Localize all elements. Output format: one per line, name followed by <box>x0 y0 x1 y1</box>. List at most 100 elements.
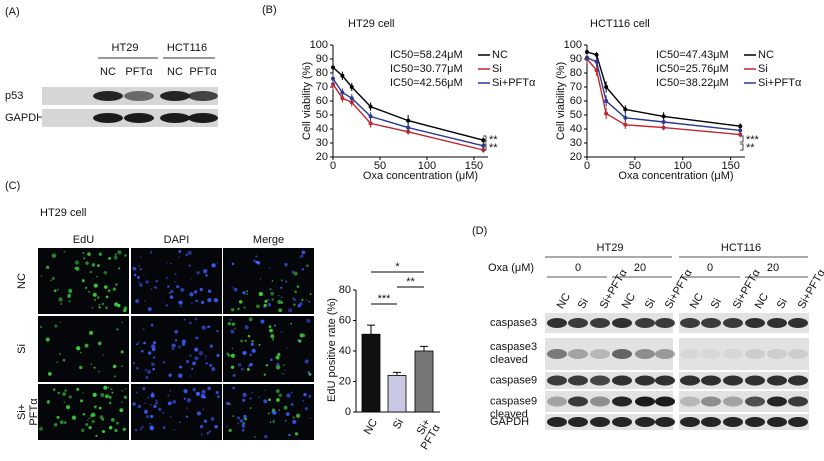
cell-dot <box>285 412 290 417</box>
data-point <box>604 99 609 103</box>
data-point <box>481 138 486 143</box>
cell-dot <box>242 351 247 356</box>
cell-dot <box>171 343 176 348</box>
cell-dot <box>134 428 138 432</box>
cell-dot <box>162 426 166 429</box>
cell-dot <box>243 306 246 309</box>
cell-dot <box>68 300 71 303</box>
blot-band <box>568 375 588 386</box>
cell-dot <box>286 347 288 349</box>
cell-dot <box>247 334 251 338</box>
blot-band <box>612 318 632 328</box>
cell-dot <box>145 415 149 419</box>
cell-dot <box>85 261 89 265</box>
column-label: Merge <box>253 234 284 246</box>
cell-dot <box>194 317 198 321</box>
data-point <box>585 55 589 60</box>
blot-band <box>124 113 154 123</box>
series-line <box>586 58 741 136</box>
blot-band <box>547 349 567 359</box>
cell-dot <box>210 416 215 421</box>
cell-dot <box>241 428 245 432</box>
cell-dot <box>290 402 294 406</box>
cell-dot <box>187 250 192 255</box>
blot-band <box>680 349 700 359</box>
cell-dot <box>296 285 300 288</box>
cell-dot <box>178 373 183 378</box>
cell-dot <box>249 353 253 357</box>
cell-dot <box>82 252 85 254</box>
blot-membrane <box>679 313 809 333</box>
cell-dot <box>232 415 235 418</box>
cell-dot <box>231 347 234 350</box>
cell-dot <box>283 405 288 410</box>
data-point <box>623 122 628 127</box>
cell-dot <box>111 391 114 394</box>
blot-band <box>568 318 588 328</box>
legend-label: Si+PFTα <box>492 77 536 89</box>
cell-dot <box>139 268 142 271</box>
cell-dot <box>93 283 98 288</box>
cell-dot <box>307 370 311 374</box>
blot-band <box>745 417 765 427</box>
blot-row-label: caspase9 <box>490 374 537 386</box>
cell-dot <box>199 424 204 429</box>
cell-dot <box>57 391 60 395</box>
cell-dot <box>46 265 50 269</box>
data-point <box>340 96 345 101</box>
cell-dot <box>89 330 94 335</box>
blot-band <box>635 318 655 328</box>
cell-dot <box>269 288 272 290</box>
cell-dot <box>207 298 212 303</box>
cell-dot <box>79 365 83 370</box>
blot-band <box>723 417 743 427</box>
cell-dot <box>82 412 86 416</box>
cell-dot <box>211 263 216 268</box>
cell-dot <box>40 275 43 277</box>
cell-dot <box>87 252 91 256</box>
cell-dot <box>267 412 270 415</box>
blot-band <box>547 318 567 328</box>
cell-dot <box>144 409 148 414</box>
blot-band <box>547 417 567 427</box>
significance: * <box>395 261 400 273</box>
data-point <box>623 115 628 120</box>
data-point <box>349 85 354 89</box>
cell-dot <box>186 398 192 403</box>
cell-dot <box>94 299 97 301</box>
cell-dot <box>244 417 248 421</box>
blot-band <box>124 91 154 101</box>
series-line <box>332 83 484 151</box>
blot-band <box>547 375 567 386</box>
cell-dot <box>242 392 247 397</box>
data-point <box>661 114 666 119</box>
cell-dot <box>246 367 250 371</box>
cell-dot <box>225 425 228 427</box>
cell-dot <box>57 288 59 291</box>
cell-dot <box>301 250 306 255</box>
cell-dot <box>193 290 198 294</box>
cell-dot <box>246 290 248 293</box>
cell-dot <box>91 419 95 424</box>
blot-band <box>723 318 743 328</box>
cell-dot <box>105 295 109 299</box>
cell-dot <box>200 433 203 436</box>
cell-dot <box>74 260 79 265</box>
cell-dot <box>107 386 109 389</box>
cell-dot <box>167 285 170 288</box>
y-axis-label: EdU positive rate (%) <box>326 298 338 402</box>
data-point <box>331 76 335 81</box>
cell-dot <box>189 292 194 297</box>
cell-line-label: HT29 <box>597 242 624 254</box>
y-tick-label: 70 <box>316 81 328 93</box>
cell-dot <box>299 256 302 259</box>
cell-dot <box>83 257 86 260</box>
cell-dot <box>256 261 261 265</box>
cell-dot <box>102 430 106 434</box>
blot-row-label: GAPDH <box>490 416 529 428</box>
cell-dot <box>185 253 188 257</box>
cell-dot <box>214 424 218 429</box>
cell-dot <box>101 302 105 306</box>
y-tick-label: 100 <box>310 39 328 51</box>
blot-band <box>701 349 721 359</box>
